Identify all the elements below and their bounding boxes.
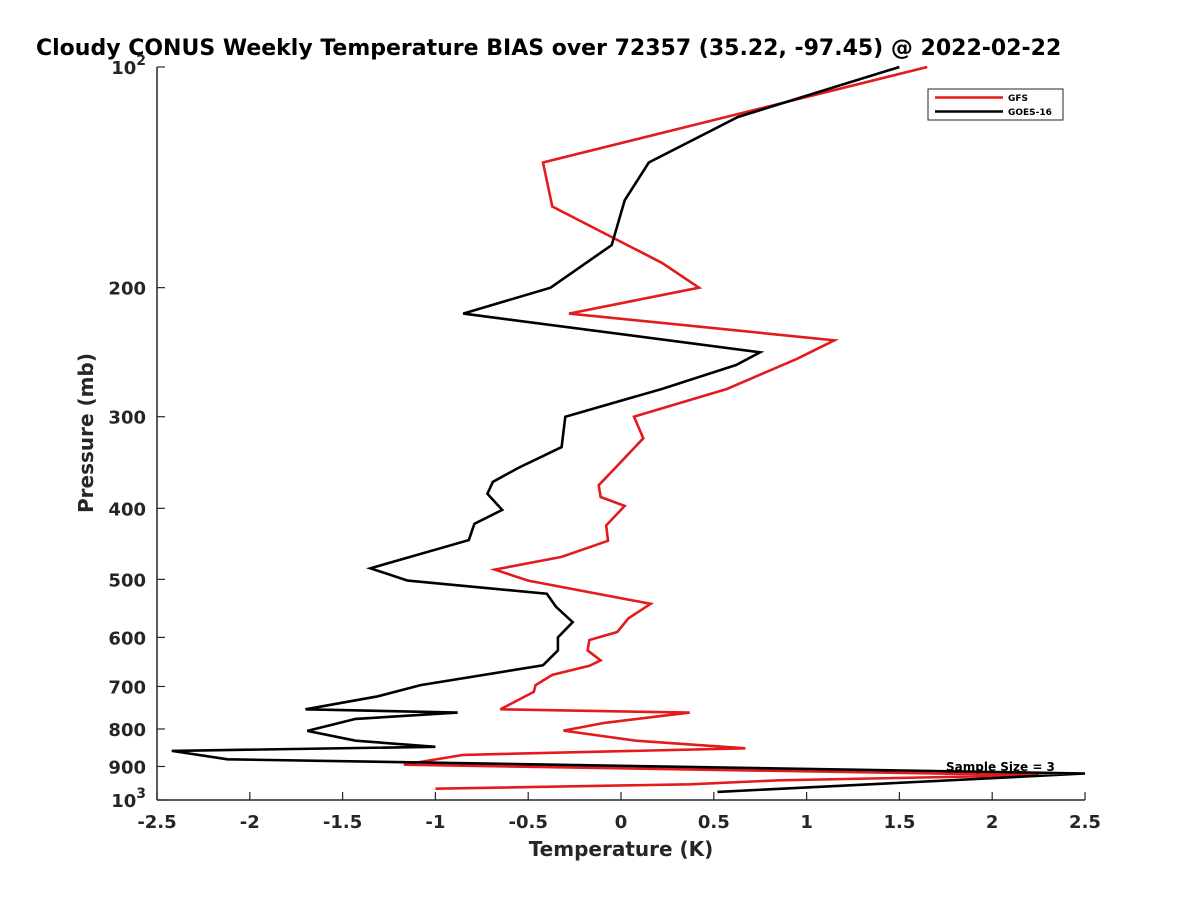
series-layer [171, 65, 1086, 794]
y-axis-title: Pressure (mb) [74, 353, 98, 513]
plot-area [157, 67, 1085, 800]
y-tick-label: 400 [108, 499, 146, 520]
x-tick-label: 0 [615, 812, 628, 833]
x-tick-label: 1.5 [883, 812, 915, 833]
y-tick-label: 200 [108, 279, 146, 300]
y-tick-label: 300 [108, 408, 146, 429]
x-tick-label: 1 [800, 812, 813, 833]
x-tick-label: -2 [240, 812, 260, 833]
y-tick-label: 900 [108, 757, 146, 778]
series-line-gfs [403, 65, 1039, 790]
y-tick-label: 700 [108, 677, 146, 698]
x-axis-title: Temperature (K) [529, 837, 714, 861]
legend-label-goes16: GOES-16 [1008, 108, 1052, 118]
x-tick-label: 2 [986, 812, 999, 833]
series-line-goes-16 [171, 65, 1086, 794]
sample-size-annotation: Sample Size = 3 [946, 760, 1055, 774]
x-tick-label: -1 [425, 812, 445, 833]
y-tick-label: 600 [108, 628, 146, 649]
x-tick-label: -1.5 [323, 812, 362, 833]
x-tick-label: -2.5 [137, 812, 176, 833]
legend-label-gfs: GFS [1008, 94, 1028, 104]
y-tick-label: 102 [111, 53, 146, 79]
legend: GFS GOES-16 [927, 88, 1064, 121]
x-tick-label: 0.5 [698, 812, 730, 833]
x-axis-ticks: -2.5 -2 -1.5 -1 -0.5 0 0.5 1 1.5 2 2.5 [137, 792, 1101, 833]
y-tick-label: 500 [108, 570, 146, 591]
y-tick-label: 800 [108, 720, 146, 741]
y-tick-label: 103 [111, 786, 146, 812]
chart-title: Cloudy CONUS Weekly Temperature BIAS ove… [36, 36, 1061, 61]
x-tick-label: 2.5 [1069, 812, 1101, 833]
y-axis-ticks: 102 200 300 400 500 600 700 800 900 103 [108, 53, 165, 812]
legend-box [927, 88, 1064, 121]
x-tick-label: -0.5 [509, 812, 548, 833]
